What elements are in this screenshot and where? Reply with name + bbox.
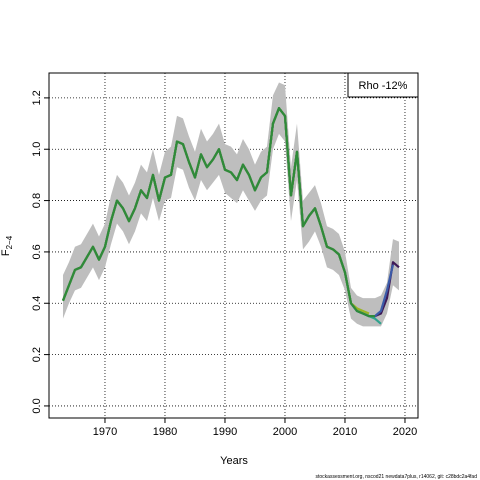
plot-area — [49, 73, 418, 418]
y-axis-label: F2−4 — [0, 235, 14, 256]
y-axis-label-main: F — [0, 249, 12, 256]
y-tick-label: 0.2 — [31, 347, 43, 362]
confidence-band — [62, 82, 399, 327]
y-tick-label: 1.2 — [31, 90, 43, 105]
x-tick-label: 1970 — [93, 426, 117, 438]
legend-box — [347, 72, 419, 98]
series-line — [61, 107, 375, 318]
x-axis-label: Years — [220, 455, 248, 467]
y-tick-label: 0.4 — [31, 296, 43, 311]
plot-frame — [48, 72, 419, 419]
x-tick-label: 1980 — [153, 426, 177, 438]
legend-text: Rho -12% — [359, 80, 408, 92]
x-tick-label: 2000 — [273, 426, 297, 438]
x-tick-label: 1990 — [213, 426, 237, 438]
y-tick-label: 0.8 — [31, 193, 43, 208]
y-tick-label: 0.0 — [31, 398, 43, 413]
x-tick-label: 2020 — [393, 426, 417, 438]
x-tick-label: 2010 — [333, 426, 357, 438]
y-axis-label-subscript: 2−4 — [5, 235, 14, 249]
footer: stockassessment.org, nscod21 newdata7plu… — [316, 474, 478, 480]
y-tick-label: 0.6 — [31, 244, 43, 259]
y-tick-label: 1.0 — [31, 142, 43, 157]
